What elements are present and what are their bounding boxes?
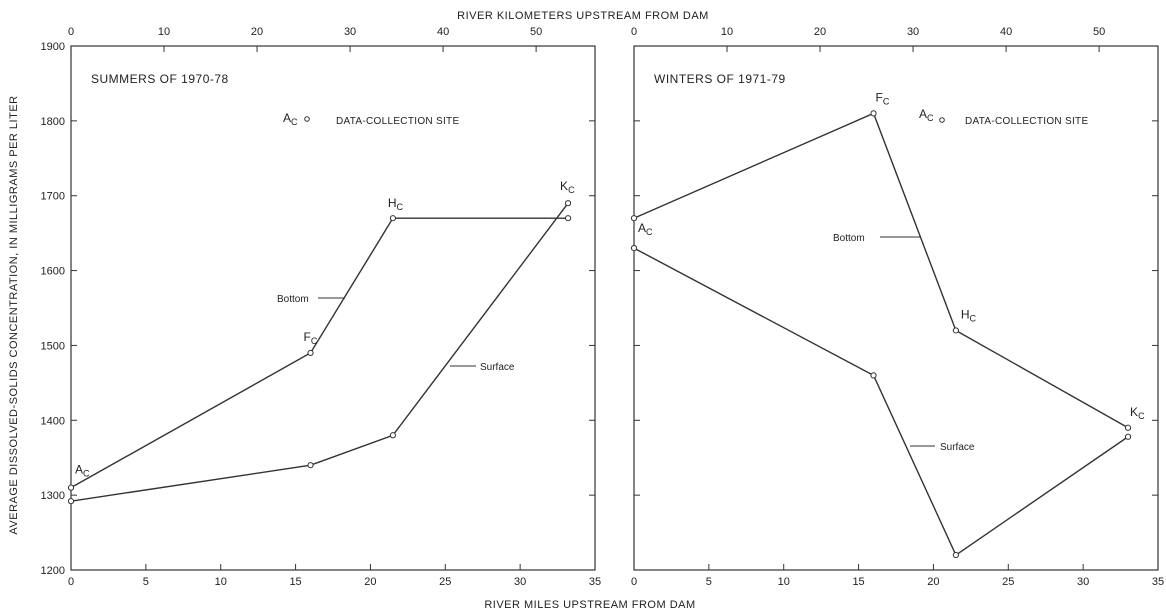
winter-x-tick-label: 35 [1152, 576, 1164, 588]
summer-top-tick-label: 10 [158, 26, 170, 38]
summer-plot-frame [70, 45, 596, 571]
winter-top-tick-label: 50 [1093, 26, 1105, 38]
winter-x-tick-label: 15 [852, 576, 864, 588]
winter-x-tick-label: 10 [778, 576, 790, 588]
winter-top-tick-label: 10 [721, 26, 733, 38]
winter-top-tick-label: 0 [631, 26, 637, 38]
summer-surface-point [564, 200, 572, 207]
summer-site-label: KC [560, 179, 575, 195]
summer-panel-title: SUMMERS OF 1970-78 [91, 72, 229, 86]
winter-legend-text: DATA-COLLECTION SITE [965, 116, 1088, 127]
summer-site-label: HC [388, 196, 404, 212]
winter-x-tick-label: 25 [1002, 576, 1014, 588]
summer-top-tick-label: 20 [251, 26, 263, 38]
winter-legend-symbol: AC [919, 107, 934, 123]
summer-y-tick-label: 1300 [41, 490, 65, 502]
summer-y-tick-label: 1700 [41, 191, 65, 203]
summer-bottom-point [389, 215, 396, 222]
summer-x-tick-label: 5 [143, 576, 149, 588]
summer-surface-label: Surface [480, 362, 515, 373]
summer-x-tick-label: 15 [289, 576, 301, 588]
summer-x-tick-label: 10 [215, 576, 227, 588]
winter-panel: WINTERS OF 1971-79 AC DATA-COLLECTION SI… [630, 26, 1164, 588]
winter-top-tick-label: 20 [814, 26, 826, 38]
winter-site-label: KC [1130, 405, 1145, 421]
winter-x-tick-label: 0 [631, 576, 637, 588]
winter-panel-title: WINTERS OF 1971-79 [654, 72, 786, 86]
winter-surface-point [870, 372, 877, 379]
summer-y-tick-label: 1600 [41, 266, 65, 278]
summer-legend-symbol: AC [283, 111, 298, 127]
winter-surface-point [952, 551, 959, 559]
summer-surface-point [67, 498, 75, 505]
summer-surface-point [307, 462, 314, 469]
summer-legend-marker [304, 116, 310, 122]
summer-surface-line [70, 202, 569, 502]
summer-x-tick-label: 0 [68, 576, 74, 588]
summer-bottom-point [67, 484, 75, 491]
summer-bottom-point [564, 215, 572, 222]
winter-surface-point [630, 245, 638, 252]
winter-bottom-label: Bottom [833, 233, 865, 244]
summer-x-tick-label: 30 [514, 576, 526, 588]
summer-y-tick-label: 1400 [41, 415, 65, 427]
top-axis-label: RIVER KILOMETERS UPSTREAM FROM DAM [457, 10, 709, 22]
winter-top-tick-label: 30 [907, 26, 919, 38]
summer-x-tick-label: 20 [364, 576, 376, 588]
winter-site-label: FC [876, 90, 890, 106]
summer-top-tick-label: 50 [530, 26, 542, 38]
winter-site-label: AC [638, 221, 653, 237]
winter-surface-line [633, 247, 1129, 557]
summer-site-label: FC [304, 330, 318, 346]
winter-bottom-point [630, 215, 638, 222]
winter-legend-marker [939, 117, 945, 123]
summer-y-tick-label: 1200 [41, 565, 65, 577]
summer-site-label: AC [75, 463, 90, 479]
winter-x-tick-label: 30 [1077, 576, 1089, 588]
winter-bottom-point [870, 110, 877, 117]
summer-y-tick-label: 1500 [41, 340, 65, 352]
winter-surface-point [1124, 433, 1132, 440]
winter-x-tick-label: 5 [706, 576, 712, 588]
summer-top-tick-label: 30 [344, 26, 356, 38]
winter-top-tick-label: 40 [1000, 26, 1012, 38]
summer-y-tick-label: 1900 [41, 41, 65, 53]
summer-x-tick-label: 35 [589, 576, 601, 588]
summer-bottom-label: Bottom [277, 294, 309, 305]
summer-surface-point [389, 432, 396, 439]
winter-plot-frame [633, 45, 1159, 571]
summer-bottom-point [307, 349, 314, 357]
summer-top-tick-label: 40 [437, 26, 449, 38]
summer-panel: SUMMERS OF 1970-78 AC DATA-COLLECTION SI… [41, 26, 602, 588]
summer-x-tick-label: 25 [439, 576, 451, 588]
winter-bottom-point [1124, 424, 1132, 431]
winter-surface-label: Surface [940, 442, 975, 453]
summer-top-tick-label: 0 [68, 26, 74, 38]
winter-bottom-line [633, 112, 1129, 429]
winter-bottom-point [952, 327, 959, 334]
winter-legend: AC DATA-COLLECTION SITE [919, 107, 1088, 127]
bottom-axis-label: RIVER MILES UPSTREAM FROM DAM [484, 599, 695, 611]
winter-site-label: HC [961, 307, 977, 323]
summer-bottom-line [70, 217, 569, 489]
summer-legend: AC DATA-COLLECTION SITE [283, 111, 459, 127]
y-axis-label: AVERAGE DISSOLVED-SOLIDS CONCENTRATION, … [8, 95, 20, 534]
summer-legend-text: DATA-COLLECTION SITE [336, 116, 459, 127]
summer-y-tick-label: 1800 [41, 116, 65, 128]
winter-x-tick-label: 20 [927, 576, 939, 588]
